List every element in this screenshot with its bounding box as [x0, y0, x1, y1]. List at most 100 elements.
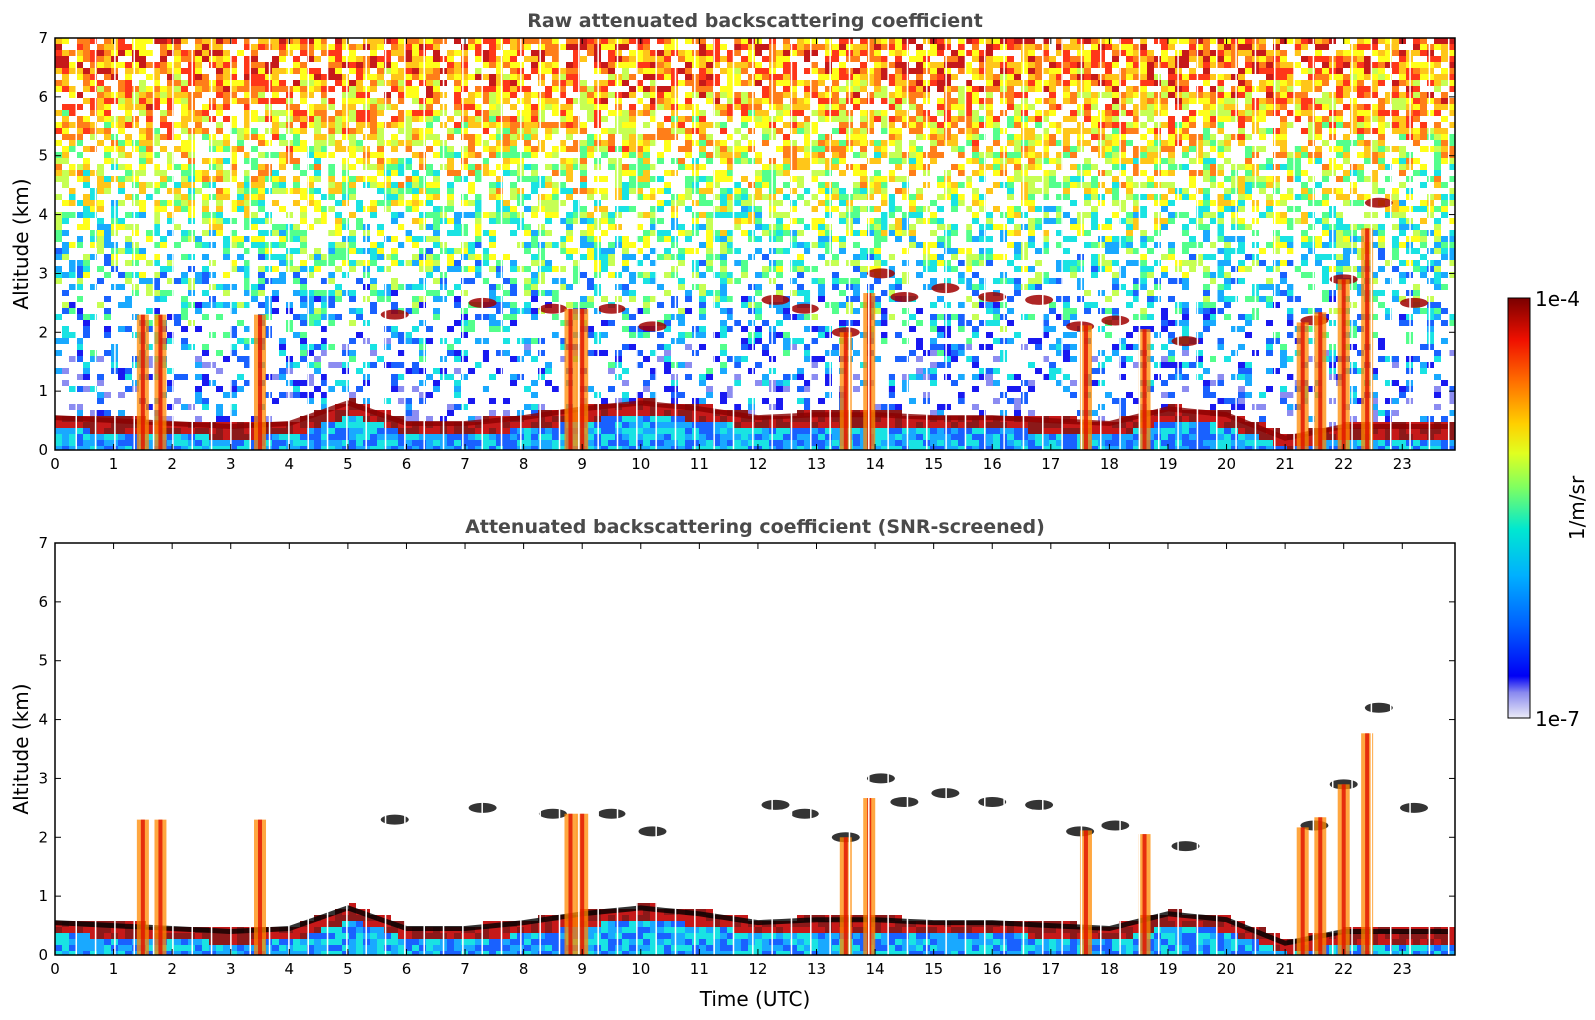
heatmap-cell	[370, 284, 377, 290]
heatmap-cell	[601, 332, 608, 338]
heatmap-cell	[741, 410, 748, 416]
heatmap-cell	[265, 278, 272, 284]
heatmap-cell	[202, 380, 209, 386]
heatmap-cell	[762, 170, 769, 176]
heatmap-cell	[258, 194, 265, 200]
heatmap-cell	[748, 200, 755, 206]
heatmap-cell	[195, 56, 202, 62]
heatmap-cell	[216, 86, 223, 92]
heatmap-cell	[377, 428, 384, 434]
heatmap-cell	[832, 188, 839, 194]
heatmap-cell	[538, 116, 545, 122]
heatmap-cell	[216, 92, 223, 98]
heatmap-cell	[300, 194, 307, 200]
heatmap-cell	[90, 206, 97, 212]
heatmap-cell	[174, 314, 181, 320]
heatmap-cell	[706, 434, 713, 440]
heatmap-cell	[174, 56, 181, 62]
heatmap-cell	[545, 368, 552, 374]
heatmap-cell	[818, 278, 825, 284]
heatmap-cell	[384, 410, 391, 416]
heatmap-cell	[209, 218, 216, 224]
heatmap-cell	[272, 152, 279, 158]
heatmap-cell	[419, 338, 426, 344]
heatmap-cell	[279, 86, 286, 92]
heatmap-cell	[706, 440, 713, 446]
heatmap-cell	[426, 212, 433, 218]
heatmap-cell	[321, 344, 328, 350]
heatmap-cell	[370, 50, 377, 56]
heatmap-cell	[496, 176, 503, 182]
heatmap-cell	[622, 344, 629, 350]
heatmap-cell	[874, 206, 881, 212]
heatmap-cell	[132, 434, 139, 440]
heatmap-cell	[216, 158, 223, 164]
heatmap-cell	[804, 422, 811, 428]
heatmap-cell	[503, 140, 510, 146]
heatmap-cell	[881, 338, 888, 344]
heatmap-cell	[433, 194, 440, 200]
heatmap-cell	[776, 128, 783, 134]
heatmap-cell	[559, 170, 566, 176]
heatmap-cell	[482, 140, 489, 146]
heatmap-cell	[279, 122, 286, 128]
heatmap-cell	[230, 434, 237, 440]
heatmap-cell	[601, 80, 608, 86]
heatmap-cell	[874, 170, 881, 176]
heatmap-cell	[587, 98, 594, 104]
heatmap-cell	[601, 218, 608, 224]
heatmap-cell	[524, 104, 531, 110]
heatmap-cell	[461, 248, 468, 254]
heatmap-cell	[244, 182, 251, 188]
heatmap-cell	[209, 158, 216, 164]
heatmap-cell	[384, 266, 391, 272]
heatmap-cell	[342, 410, 349, 416]
heatmap-cell	[209, 380, 216, 386]
heatmap-cell	[356, 308, 363, 314]
heatmap-cell	[706, 74, 713, 80]
heatmap-cell	[468, 44, 475, 50]
heatmap-cell	[251, 62, 258, 68]
heatmap-cell	[636, 212, 643, 218]
heatmap-cell	[412, 308, 419, 314]
heatmap-cell	[349, 50, 356, 56]
heatmap-cell	[279, 224, 286, 230]
heatmap-cell	[650, 188, 657, 194]
heatmap-cell	[650, 374, 657, 380]
heatmap-cell	[657, 356, 664, 362]
heatmap-cell	[349, 182, 356, 188]
heatmap-cell	[643, 254, 650, 260]
heatmap-cell	[902, 182, 909, 188]
heatmap-cell	[811, 326, 818, 332]
heatmap-cell	[244, 212, 251, 218]
heatmap-cell	[762, 44, 769, 50]
heatmap-cell	[657, 422, 664, 428]
heatmap-cell	[167, 212, 174, 218]
heatmap-cell	[433, 134, 440, 140]
heatmap-cell	[748, 206, 755, 212]
heatmap-cell	[433, 110, 440, 116]
heatmap-cell	[230, 200, 237, 206]
heatmap-cell	[167, 260, 174, 266]
heatmap-cell	[678, 50, 685, 56]
heatmap-cell	[153, 188, 160, 194]
heatmap-cell	[832, 284, 839, 290]
heatmap-cell	[531, 146, 538, 152]
heatmap-cell	[447, 254, 454, 260]
heatmap-cell	[293, 278, 300, 284]
heatmap-cell	[279, 188, 286, 194]
heatmap-cell	[468, 248, 475, 254]
heatmap-cell	[629, 242, 636, 248]
heatmap-cell	[853, 422, 860, 428]
heatmap-cell	[720, 248, 727, 254]
heatmap-cell	[860, 152, 867, 158]
heatmap-cell	[657, 56, 664, 62]
heatmap-cell	[727, 110, 734, 116]
heatmap-cell	[391, 170, 398, 176]
heatmap-cell	[244, 326, 251, 332]
heatmap-cell	[76, 128, 83, 134]
heatmap-cell	[391, 302, 398, 308]
heatmap-cell	[853, 434, 860, 440]
heatmap-cell	[265, 80, 272, 86]
heatmap-cell	[874, 86, 881, 92]
